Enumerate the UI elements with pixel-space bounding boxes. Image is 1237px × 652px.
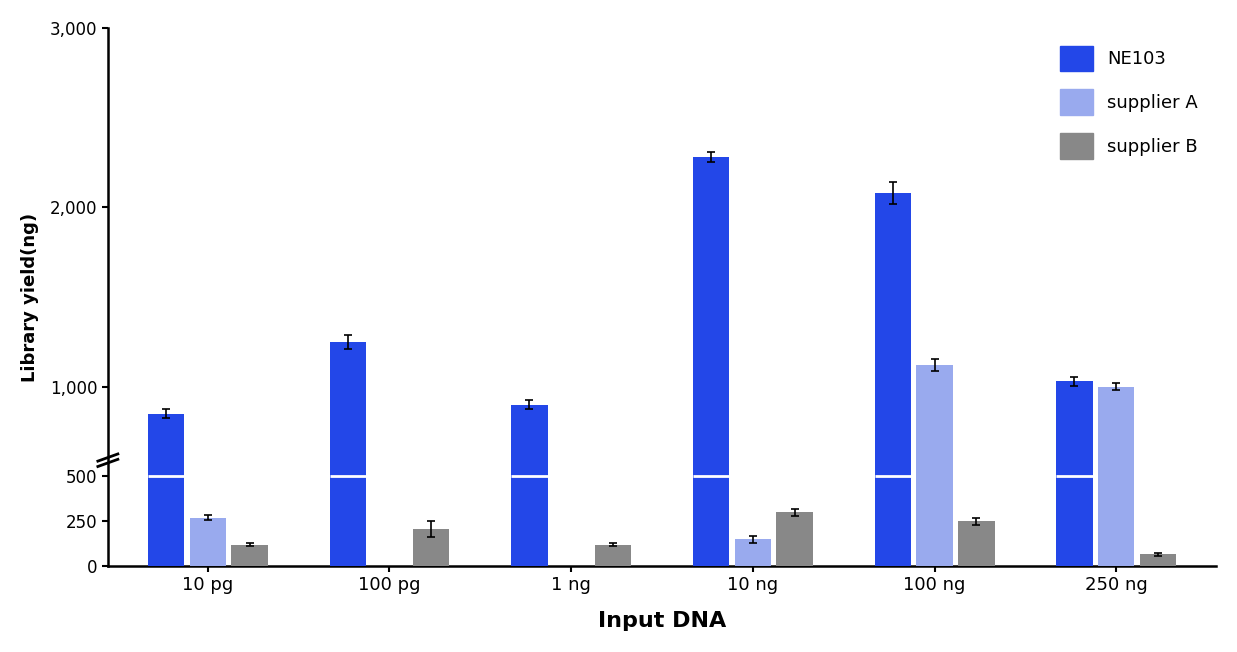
Bar xyxy=(148,413,184,566)
Bar xyxy=(231,544,267,566)
Bar xyxy=(693,157,730,566)
Bar xyxy=(189,518,226,566)
Bar xyxy=(875,193,910,566)
Bar xyxy=(1056,381,1092,566)
Bar xyxy=(329,342,366,566)
Bar xyxy=(595,544,631,566)
Bar xyxy=(413,529,449,566)
Bar xyxy=(1139,554,1176,566)
Bar xyxy=(917,365,952,566)
Bar xyxy=(777,512,813,566)
Bar xyxy=(1098,387,1134,566)
Bar xyxy=(735,539,771,566)
X-axis label: Input DNA: Input DNA xyxy=(597,611,726,631)
Bar xyxy=(959,521,995,566)
Y-axis label: Library yield(ng): Library yield(ng) xyxy=(21,213,38,381)
Legend: NE103, supplier A, supplier B: NE103, supplier A, supplier B xyxy=(1051,37,1207,168)
Bar xyxy=(511,405,548,566)
